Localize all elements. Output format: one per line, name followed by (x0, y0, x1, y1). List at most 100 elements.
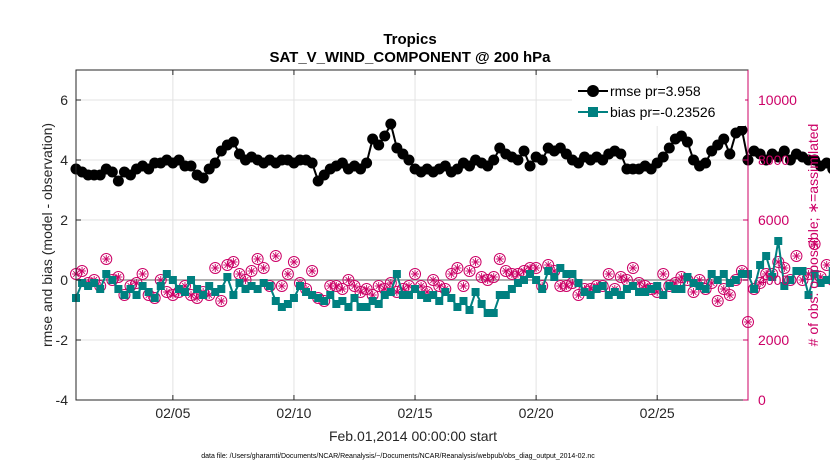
obs-assimilated-marker (690, 288, 697, 296)
obs-point (76, 265, 89, 277)
bias-point (604, 291, 613, 299)
bias-point (168, 276, 177, 284)
obs-assimilated-marker (411, 270, 419, 278)
obs-assimilated-marker (635, 279, 643, 287)
obs-point (257, 262, 270, 274)
obs-assimilated-marker (587, 285, 594, 293)
y2-tick-label: 6000 (758, 212, 789, 228)
obs-possible-marker (530, 262, 543, 274)
bias-point (538, 285, 547, 293)
bias-point (296, 282, 304, 290)
obs-assimilated-marker (236, 270, 243, 278)
bias-point (489, 309, 498, 317)
obs-assimilated-marker (242, 276, 249, 284)
bias-point (338, 297, 347, 305)
rmse-point (778, 145, 790, 157)
obs-assimilated-marker (678, 273, 685, 281)
obs-assimilated-marker (115, 273, 122, 281)
obs-assimilated-marker (430, 276, 437, 284)
bias-point (616, 291, 625, 299)
obs-point (687, 286, 700, 298)
bias-point (665, 282, 674, 290)
rmse-point (536, 154, 548, 166)
bias-point (126, 285, 135, 293)
bias-point (332, 300, 341, 308)
bias-point (241, 285, 250, 293)
obs-assimilated-marker (714, 297, 721, 305)
rmse-point (106, 166, 118, 178)
bias-series (72, 237, 830, 317)
rmse-point (657, 151, 669, 163)
bias-point (641, 288, 650, 296)
bias-point (265, 282, 274, 290)
obs-point (657, 268, 670, 280)
y2-tick-label: 0 (758, 392, 766, 408)
bias-point (429, 291, 438, 299)
bias-point (568, 270, 577, 278)
rmse-point (197, 172, 209, 184)
obs-point (245, 265, 258, 277)
obs-point (602, 268, 615, 280)
bias-point (804, 291, 813, 299)
legend-bias-marker (588, 107, 598, 117)
rmse-point (827, 164, 830, 174)
y-tick-label: 2 (60, 212, 68, 228)
obs-assimilated-marker (484, 276, 491, 284)
obs-point (717, 283, 730, 295)
bias-point (477, 300, 486, 308)
obs-point (493, 253, 506, 265)
bias-point (750, 285, 759, 293)
bias-point (132, 291, 141, 299)
rmse-point (185, 160, 197, 172)
legend-bias-label: bias pr=-0.23526 (610, 104, 716, 120)
rmse-point (512, 154, 524, 166)
obs-assimilated-marker (756, 279, 764, 287)
obs-possible-marker (409, 268, 422, 280)
bias-point (520, 276, 528, 284)
bias-point (622, 285, 631, 293)
y-tick-label: -2 (56, 332, 69, 348)
bias-point (659, 291, 668, 299)
bias-point (344, 303, 353, 311)
bias-point (556, 264, 565, 272)
obs-possible-marker (100, 253, 113, 265)
obs-point (360, 283, 373, 295)
obs-assimilated-marker (272, 252, 279, 260)
bias-point (374, 300, 383, 308)
bias-point (507, 285, 516, 293)
obs-assimilated-marker (260, 264, 267, 272)
bias-point (574, 279, 583, 287)
obs-possible-marker (330, 280, 343, 292)
bias-point (550, 273, 559, 281)
obs-assimilated-marker (357, 288, 364, 296)
obs-possible-marker (481, 274, 494, 286)
obs-assimilated-marker (811, 240, 818, 248)
obs-point (475, 271, 488, 283)
bias-point (653, 282, 662, 290)
y-tick-label: 4 (60, 152, 68, 168)
obs-possible-marker (451, 262, 464, 274)
rmse-point (306, 157, 318, 169)
bias-point (580, 288, 589, 296)
obs-assimilated-marker (472, 258, 479, 266)
obs-assimilated-marker (454, 264, 461, 272)
obs-possible-marker (614, 271, 627, 283)
bias-point (187, 276, 196, 284)
obs-assimilated-marker (660, 270, 667, 278)
obs-assimilated-marker (436, 282, 443, 290)
bias-point (108, 276, 117, 284)
obs-assimilated-marker (387, 279, 394, 287)
bias-point (768, 273, 777, 281)
obs-assimilated-marker (532, 264, 540, 272)
obs-assimilated-marker (490, 273, 497, 281)
obs-point (233, 268, 246, 280)
obs-point (790, 250, 803, 262)
bias-point (223, 273, 232, 281)
rmse-point (724, 148, 736, 160)
obs-assimilated-marker (212, 264, 219, 272)
obs-assimilated-marker (169, 291, 177, 299)
obs-point (275, 280, 288, 292)
obs-point (614, 271, 627, 283)
obs-assimilated-marker (617, 273, 625, 281)
obs-assimilated-marker (629, 264, 637, 272)
